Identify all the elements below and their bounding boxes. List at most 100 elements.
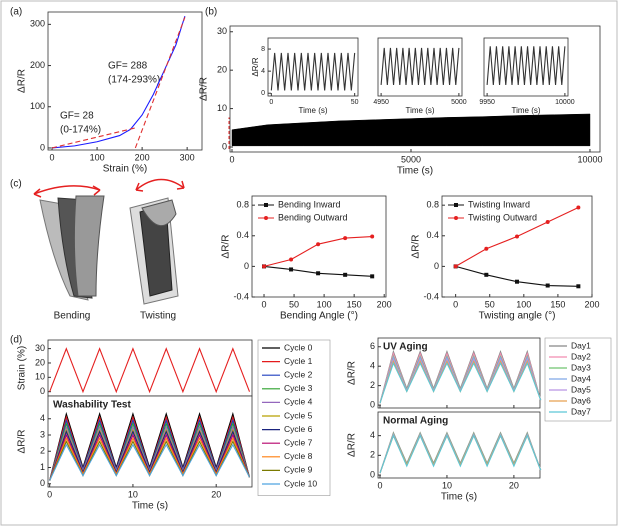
legend-label: Cycle 5: [284, 410, 313, 420]
y-tick-label: 0: [40, 386, 45, 396]
legend-label: Day5: [571, 384, 591, 394]
x-tick-label: 50: [351, 99, 359, 106]
series-line: [486, 46, 566, 85]
y-axis-label: ΔR/R: [17, 69, 28, 93]
series-line: [270, 52, 356, 91]
x-tick-label: 200: [584, 299, 599, 309]
x-tick-label: 0: [269, 99, 273, 106]
y-axis-label: ΔR/R: [221, 235, 232, 259]
marker: [515, 279, 519, 284]
plot-frame: [377, 411, 541, 479]
annotation: (0-174%): [60, 125, 101, 136]
legend-label: Cycle 2: [284, 369, 313, 379]
x-tick-label: 100: [90, 152, 105, 162]
y-tick-label: 0: [434, 261, 439, 271]
legend-label: Day3: [571, 362, 591, 372]
legend-label: Cycle 9: [284, 465, 313, 475]
marker: [545, 220, 550, 225]
series-line: [380, 47, 460, 85]
bending-illustration: [33, 185, 105, 301]
panel-label: (b): [205, 7, 217, 18]
x-tick-label: 5000: [451, 99, 467, 106]
series-line: [49, 443, 250, 481]
x-tick-label: 0: [229, 154, 234, 164]
series-line: [379, 434, 542, 474]
plot-frame: [377, 337, 541, 409]
y-tick-label: 30: [35, 343, 45, 353]
signal-band: [231, 113, 591, 147]
legend-label: Day7: [571, 406, 591, 416]
x-tick-label: 0: [262, 299, 267, 309]
x-tick-label: 10000: [577, 154, 602, 164]
y-tick-label: 10: [217, 103, 227, 113]
y-tick-label: 0: [222, 141, 227, 151]
legend-label: Cycle 8: [284, 451, 313, 461]
x-tick-label: 50: [485, 299, 495, 309]
x-axis-label: Bending Angle (°): [280, 311, 358, 322]
y-tick-label: 0: [261, 90, 265, 97]
x-tick-label: 100: [317, 299, 332, 309]
y-tick-label: 2: [370, 380, 375, 390]
legend-label: Cycle 10: [284, 478, 317, 488]
marker: [484, 272, 489, 277]
x-tick-label: 200: [135, 152, 150, 162]
x-tick-label: 50: [289, 299, 299, 309]
plot-frame: [251, 195, 387, 298]
y-tick-label: 6: [370, 341, 375, 351]
y-tick-label: 0: [370, 399, 375, 409]
legend-label: Day1: [571, 340, 591, 350]
marker: [545, 283, 550, 288]
x-axis-label: Time (s): [405, 106, 434, 115]
legend-label: Bending Outward: [278, 212, 348, 222]
marker: [484, 246, 489, 251]
x-axis-label: Twisting angle (°): [479, 311, 556, 322]
y-axis-label: ΔR/R: [347, 361, 358, 385]
series-line: [134, 17, 186, 149]
x-tick-label: 20: [211, 489, 221, 499]
legend-label: Cycle 7: [284, 437, 313, 447]
x-tick-label: 300: [180, 152, 195, 162]
y-tick-label: 4: [370, 361, 375, 371]
x-tick-label: 100: [516, 299, 531, 309]
y-tick-label: 0: [370, 469, 375, 479]
y-tick-label: 10: [35, 372, 45, 382]
x-tick-label: 5000: [401, 154, 421, 164]
series-line: [51, 126, 138, 149]
y-tick-label: 0.4: [426, 230, 439, 240]
marker: [370, 274, 375, 279]
x-tick-label: 0: [50, 152, 55, 162]
x-tick-label: 0: [47, 489, 52, 499]
illustration-label: Bending: [54, 311, 91, 322]
x-axis-label: Time (s): [132, 501, 168, 512]
twisting-illustration: [129, 178, 185, 305]
y-tick-label: 300: [30, 19, 45, 29]
plot-title: Washability Test: [53, 400, 131, 411]
series-line: [49, 425, 251, 481]
series-line: [49, 347, 251, 394]
legend-label: Day2: [571, 351, 591, 361]
y-tick-label: 4: [261, 68, 265, 75]
y-axis-label: ΔR/R: [251, 57, 260, 76]
plot-frame: [47, 11, 203, 151]
x-tick-label: 20: [509, 480, 519, 490]
x-tick-label: 150: [550, 299, 565, 309]
x-axis-label: Time (s): [441, 492, 477, 503]
marker: [343, 272, 348, 277]
y-tick-label: 0: [244, 261, 249, 271]
y-axis-label: Strain (%): [17, 346, 28, 390]
marker: [576, 284, 581, 289]
y-tick-label: 8: [261, 46, 265, 53]
marker: [343, 236, 348, 241]
legend-label: Cycle 6: [284, 424, 313, 434]
legend-label: Day6: [571, 395, 591, 405]
x-axis-label: Strain (%): [103, 164, 147, 175]
plot-title: Normal Aging: [383, 416, 448, 427]
y-tick-label: 2: [370, 450, 375, 460]
legend-marker: [264, 203, 268, 207]
y-axis-label: ΔR/R: [411, 235, 422, 259]
marker: [289, 267, 294, 272]
annotation: GF= 288: [108, 61, 148, 72]
marker: [316, 271, 321, 276]
y-tick-label: 1: [40, 462, 45, 472]
